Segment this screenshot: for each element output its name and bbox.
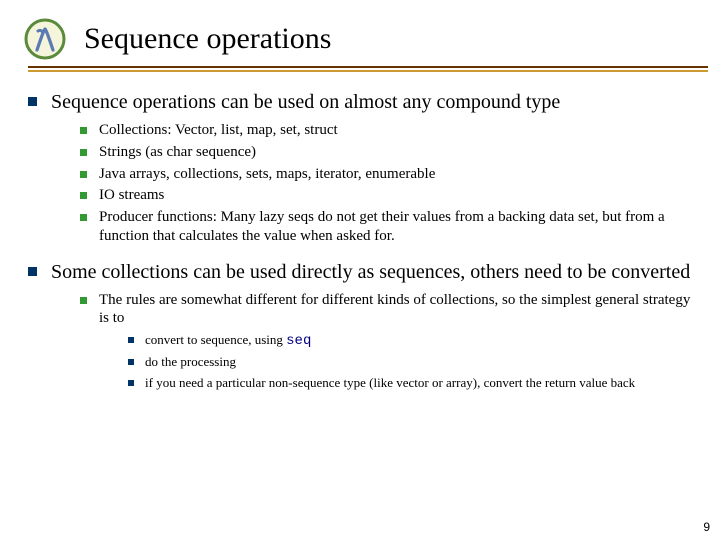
- square-bullet-icon: [128, 359, 134, 365]
- slide-content: Sequence operations can be used on almos…: [0, 72, 720, 392]
- bullet-lvl3: if you need a particular non-sequence ty…: [128, 375, 696, 392]
- bullet-lvl2: Strings (as char sequence): [80, 143, 696, 162]
- text-span: convert to sequence, using: [145, 332, 286, 347]
- bullet-lvl2: The rules are somewhat different for dif…: [80, 291, 696, 329]
- code-span: seq: [286, 333, 311, 349]
- bullet-text: Producer functions: Many lazy seqs do no…: [99, 208, 696, 246]
- square-bullet-icon: [28, 97, 37, 106]
- bullet-text: do the processing: [145, 354, 236, 371]
- bullet-text: if you need a particular non-sequence ty…: [145, 375, 635, 392]
- bullet-lvl1: Some collections can be used directly as…: [28, 260, 696, 285]
- bullet-text: Collections: Vector, list, map, set, str…: [99, 121, 338, 140]
- bullet-lvl1: Sequence operations can be used on almos…: [28, 90, 696, 115]
- bullet-lvl3: convert to sequence, using seq: [128, 332, 696, 350]
- bullet-text: convert to sequence, using seq: [145, 332, 311, 350]
- square-bullet-icon: [80, 297, 87, 304]
- slide-header: Sequence operations: [0, 0, 720, 60]
- sublist: Collections: Vector, list, map, set, str…: [80, 121, 696, 246]
- title-rule-dark: [28, 66, 708, 68]
- square-bullet-icon: [28, 267, 37, 276]
- sublist: The rules are somewhat different for dif…: [80, 291, 696, 392]
- slide-title: Sequence operations: [84, 22, 331, 56]
- page-number: 9: [703, 520, 710, 534]
- bullet-text: Some collections can be used directly as…: [51, 260, 690, 285]
- square-bullet-icon: [80, 192, 87, 199]
- bullet-text: The rules are somewhat different for dif…: [99, 291, 696, 329]
- bullet-text: Sequence operations can be used on almos…: [51, 90, 560, 115]
- bullet-lvl3: do the processing: [128, 354, 696, 371]
- bullet-lvl2: Java arrays, collections, sets, maps, it…: [80, 165, 696, 184]
- square-bullet-icon: [80, 171, 87, 178]
- clojure-logo-icon: [24, 18, 66, 60]
- bullet-text: Java arrays, collections, sets, maps, it…: [99, 165, 435, 184]
- square-bullet-icon: [80, 127, 87, 134]
- bullet-lvl2: Producer functions: Many lazy seqs do no…: [80, 208, 696, 246]
- subsublist: convert to sequence, using seq do the pr…: [128, 332, 696, 392]
- bullet-lvl2: Collections: Vector, list, map, set, str…: [80, 121, 696, 140]
- square-bullet-icon: [128, 337, 134, 343]
- bullet-lvl2: IO streams: [80, 186, 696, 205]
- square-bullet-icon: [128, 380, 134, 386]
- square-bullet-icon: [80, 214, 87, 221]
- bullet-text: Strings (as char sequence): [99, 143, 256, 162]
- square-bullet-icon: [80, 149, 87, 156]
- bullet-text: IO streams: [99, 186, 164, 205]
